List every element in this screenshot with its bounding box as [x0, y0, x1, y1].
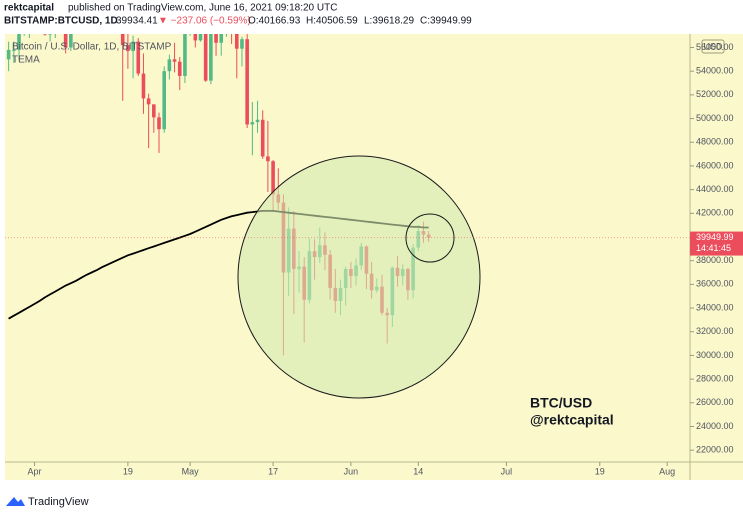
- y-tick-label: 22000.00: [696, 445, 734, 455]
- candle-body: [136, 41, 141, 74]
- candle-body: [245, 39, 249, 125]
- open: O:40166.93: [248, 16, 301, 27]
- candle-body: [48, 34, 52, 35]
- candle-body: [240, 39, 244, 49]
- candle-body: [260, 119, 265, 157]
- x-tick-label: 17: [268, 466, 278, 476]
- y-tick-label: 36000.00: [696, 279, 734, 289]
- candle-body: [167, 59, 172, 72]
- y-tick-label: 34000.00: [696, 302, 734, 312]
- candle-body: [203, 34, 208, 81]
- candle-body: [69, 34, 73, 48]
- x-tick-label: 19: [595, 466, 605, 476]
- last-price-box: [690, 231, 743, 256]
- y-tick-label: 42000.00: [696, 208, 734, 218]
- y-tick-label: 28000.00: [696, 373, 734, 383]
- y-tick-label: 48000.00: [696, 137, 734, 147]
- candle-body: [266, 156, 270, 162]
- y-tick-label: 50000.00: [696, 113, 734, 123]
- candle-body: [141, 73, 146, 99]
- candle-body: [209, 34, 213, 81]
- chart-title: Bitcoin / U.S. Dollar, 1D, BITSTAMP: [12, 42, 172, 53]
- y-tick-label: 56000.00: [696, 42, 734, 52]
- x-tick-label: May: [182, 466, 200, 476]
- highlight-circle: [237, 155, 481, 399]
- brand: TradingView: [28, 496, 89, 508]
- last: 39934.41: [116, 16, 158, 27]
- currency-badge: [701, 39, 725, 54]
- x-tick-label: 14: [413, 466, 423, 476]
- close: C:39949.99: [420, 16, 472, 27]
- footer: TradingView: [6, 496, 89, 508]
- candle-body: [219, 34, 224, 43]
- annotation: BTC/USD: [530, 395, 592, 411]
- last-price: 39949.99: [696, 232, 734, 242]
- y-tick-label: 30000.00: [696, 350, 734, 360]
- high: H:40506.59: [306, 16, 358, 27]
- candle-body: [43, 34, 47, 35]
- logo: [6, 497, 25, 506]
- candle-body: [162, 71, 166, 130]
- change: ▼ −237.06 (−0.59%): [158, 16, 251, 27]
- candle-body: [152, 104, 156, 118]
- y-tick-label: 38000.00: [696, 255, 734, 265]
- candle-body: [6, 49, 11, 60]
- candle-body: [234, 34, 239, 49]
- candle-body: [12, 49, 16, 51]
- candle-body: [63, 34, 68, 48]
- candle-body: [198, 34, 203, 41]
- symbol: BITSTAMP:BTCUSD, 1D: [4, 16, 118, 27]
- countdown: 14:41:45: [696, 243, 731, 253]
- x-tick-label: Jun: [344, 466, 359, 476]
- y-tick-label: 32000.00: [696, 326, 734, 336]
- candle-body: [255, 119, 260, 123]
- candle-body: [214, 34, 218, 43]
- x-tick-label: 19: [123, 466, 133, 476]
- candle-body: [17, 34, 21, 50]
- candle-body: [120, 34, 125, 46]
- x-tick-label: Apr: [28, 466, 42, 476]
- candle-body: [172, 59, 177, 62]
- y-tick-label: 44000.00: [696, 184, 734, 194]
- candle-body: [177, 61, 182, 76]
- candle-body: [183, 34, 187, 76]
- candle-body: [157, 117, 161, 130]
- published: published on TradingView.com, June 16, 2…: [68, 3, 337, 14]
- y-tick-label: 52000.00: [696, 89, 734, 99]
- candle-body: [271, 161, 275, 195]
- y-tick-label: 54000.00: [696, 66, 734, 76]
- x-tick-label: Jul: [501, 466, 513, 476]
- y-tick-label: 24000.00: [696, 421, 734, 431]
- highlight-circle-small: [405, 213, 455, 263]
- candle-body: [146, 98, 151, 105]
- y-tick-label: 26000.00: [696, 397, 734, 407]
- currency: USD: [703, 41, 723, 51]
- candle-body: [126, 45, 130, 52]
- candle-body: [193, 34, 198, 41]
- candle-body: [250, 122, 255, 125]
- candle-body: [131, 41, 135, 52]
- annotation: @rektcapital: [530, 412, 614, 428]
- y-tick-label: 46000.00: [696, 160, 734, 170]
- indicator: TEMA: [12, 55, 40, 66]
- author: rektcapital: [4, 3, 54, 14]
- low: L:39618.29: [364, 16, 414, 27]
- x-tick-label: Aug: [659, 466, 675, 476]
